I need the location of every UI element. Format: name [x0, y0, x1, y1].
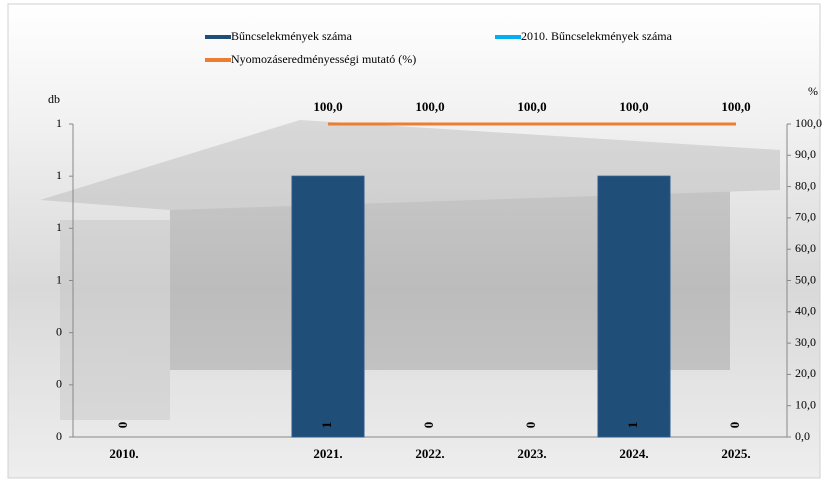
line-value-label: 100,0 — [517, 99, 546, 114]
legend-swatch — [205, 58, 231, 62]
bar-value-label: 0 — [421, 422, 436, 429]
x-tick-label: 2021. — [313, 446, 342, 461]
line-value-label: 100,0 — [721, 99, 750, 114]
bar — [291, 175, 365, 438]
y2-tick-label: 20,0 — [795, 366, 816, 380]
x-tick-label: 2010. — [109, 446, 138, 461]
line-value-label: 100,0 — [415, 99, 444, 114]
y2-tick-label: 90,0 — [795, 147, 816, 161]
y2-tick-label: 30,0 — [795, 335, 816, 349]
y2-tick-label: 0,0 — [795, 429, 810, 443]
y-tick-label: 1 — [56, 116, 62, 130]
legend-label: Bűncselekmények száma — [231, 29, 353, 43]
y-tick-label: 1 — [56, 220, 62, 234]
y2-axis-label: % — [808, 84, 818, 98]
y2-tick-label: 50,0 — [795, 272, 816, 286]
x-tick-label: 2025. — [721, 446, 750, 461]
y-tick-label: 0 — [56, 377, 62, 391]
y2-tick-label: 70,0 — [795, 210, 816, 224]
x-tick-label: 2022. — [415, 446, 444, 461]
y-tick-label: 0 — [56, 324, 62, 338]
bar — [597, 175, 671, 438]
y-axis-label: db — [48, 92, 60, 106]
x-tick-label: 2024. — [619, 446, 648, 461]
y-tick-label: 1 — [56, 168, 62, 182]
legend-swatch — [205, 35, 231, 39]
legend-label: 2010. Bűncselekmények száma — [521, 29, 673, 43]
line-value-label: 100,0 — [313, 99, 342, 114]
bar-value-label: 1 — [319, 422, 334, 429]
y2-tick-label: 60,0 — [795, 241, 816, 255]
legend-swatch — [495, 35, 521, 39]
background — [7, 3, 821, 479]
bar-value-label: 0 — [115, 422, 130, 429]
y2-tick-label: 10,0 — [795, 397, 816, 411]
line-value-label: 100,0 — [619, 99, 648, 114]
bar-value-label: 0 — [523, 422, 538, 429]
y2-tick-label: 100,0 — [795, 116, 822, 130]
y-tick-label: 0 — [56, 429, 62, 443]
legend-label: Nyomozáseredményességi mutató (%) — [231, 52, 416, 66]
y2-tick-label: 80,0 — [795, 178, 816, 192]
bar-value-label: 1 — [625, 422, 640, 429]
y-tick-label: 1 — [56, 272, 62, 286]
x-tick-label: 2023. — [517, 446, 546, 461]
bar-value-label: 0 — [727, 422, 742, 429]
y2-tick-label: 40,0 — [795, 304, 816, 318]
